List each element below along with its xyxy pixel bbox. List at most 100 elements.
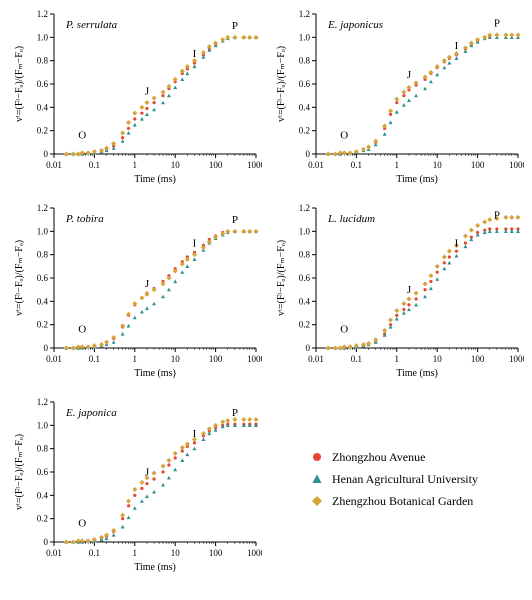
svg-text:10: 10: [433, 160, 443, 170]
svg-text:0.2: 0.2: [299, 126, 310, 136]
svg-text:0.8: 0.8: [299, 250, 311, 260]
svg-text:P: P: [232, 407, 238, 419]
svg-text:1.2: 1.2: [37, 203, 48, 213]
svg-text:0.6: 0.6: [37, 467, 49, 477]
svg-text:0.8: 0.8: [37, 250, 49, 260]
series-0: [65, 230, 258, 350]
svg-text:0.01: 0.01: [308, 160, 324, 170]
svg-text:1000: 1000: [247, 160, 262, 170]
svg-text:1.0: 1.0: [37, 226, 49, 236]
svg-text:0.4: 0.4: [37, 490, 49, 500]
svg-text:0.1: 0.1: [89, 354, 100, 364]
svg-text:1000: 1000: [509, 354, 524, 364]
series-1: [64, 423, 258, 543]
svg-text:vᵗ=(Fᵗ−Fₒ)/(Fₘ−Fₒ): vᵗ=(Fᵗ−Fₒ)/(Fₘ−Fₒ): [276, 240, 287, 316]
series-2: [64, 35, 259, 157]
legend-item: Zhongzhou Avenue: [310, 446, 478, 468]
svg-text:1000: 1000: [247, 354, 262, 364]
svg-text:0.1: 0.1: [351, 354, 362, 364]
svg-text:1000: 1000: [247, 548, 262, 558]
svg-text:1.2: 1.2: [299, 203, 310, 213]
panel-title: E. japonicus: [327, 19, 383, 31]
svg-text:0.4: 0.4: [37, 102, 49, 112]
svg-text:10: 10: [433, 354, 443, 364]
legend-label: Henan Agricultural University: [332, 472, 478, 487]
svg-text:I: I: [193, 237, 197, 249]
series-0: [65, 423, 258, 544]
series-2: [64, 417, 259, 545]
legend-swatch: [310, 494, 324, 508]
svg-text:P: P: [494, 18, 500, 30]
legend-swatch: [310, 450, 324, 464]
svg-text:0.2: 0.2: [37, 514, 48, 524]
svg-text:1.2: 1.2: [299, 9, 310, 19]
svg-text:10: 10: [171, 548, 181, 558]
svg-text:J: J: [145, 466, 150, 478]
svg-text:1: 1: [133, 160, 138, 170]
series-1: [64, 229, 258, 349]
svg-text:1.0: 1.0: [299, 32, 311, 42]
svg-text:Time (ms): Time (ms): [396, 368, 438, 379]
svg-text:1: 1: [133, 354, 138, 364]
svg-text:J: J: [145, 278, 150, 290]
svg-text:1.2: 1.2: [37, 9, 48, 19]
chart-panel: 00.20.40.60.81.01.20.010.11101001000vᵗ=(…: [10, 394, 262, 574]
svg-text:0.4: 0.4: [299, 296, 311, 306]
svg-text:1.0: 1.0: [37, 32, 49, 42]
svg-text:0: 0: [44, 537, 49, 547]
svg-text:0.8: 0.8: [299, 56, 311, 66]
svg-text:I: I: [455, 237, 459, 249]
figure-grid: 00.20.40.60.81.01.20.010.11101001000vᵗ=(…: [0, 0, 532, 600]
svg-text:J: J: [407, 69, 412, 81]
svg-text:1.0: 1.0: [37, 420, 49, 430]
panel-title: P. serrulata: [65, 19, 118, 31]
series-1: [326, 229, 520, 349]
svg-text:0.6: 0.6: [299, 79, 311, 89]
svg-text:J: J: [407, 284, 412, 296]
svg-text:1: 1: [395, 160, 400, 170]
legend: Zhongzhou Avenue Henan Agricultural Unive…: [310, 446, 478, 512]
svg-text:1.2: 1.2: [37, 397, 48, 407]
svg-text:I: I: [193, 48, 197, 60]
svg-text:0: 0: [306, 149, 311, 159]
svg-text:100: 100: [209, 354, 223, 364]
svg-text:Time (ms): Time (ms): [134, 368, 176, 379]
svg-text:P: P: [494, 209, 500, 221]
svg-text:0.01: 0.01: [308, 354, 324, 364]
svg-text:100: 100: [471, 160, 485, 170]
svg-text:P: P: [232, 214, 238, 226]
chart-panel: 00.20.40.60.81.01.20.010.11101001000vᵗ=(…: [10, 6, 262, 186]
svg-text:J: J: [145, 85, 150, 97]
svg-text:O: O: [78, 518, 86, 530]
chart-panel: 00.20.40.60.81.01.20.010.11101001000vᵗ=(…: [10, 200, 262, 380]
svg-text:Time (ms): Time (ms): [396, 174, 438, 185]
svg-text:1: 1: [133, 548, 138, 558]
svg-text:Time (ms): Time (ms): [134, 174, 176, 185]
svg-text:0: 0: [306, 343, 311, 353]
svg-text:0.6: 0.6: [37, 79, 49, 89]
legend-item: Henan Agricultural University: [310, 468, 478, 490]
svg-text:0.4: 0.4: [37, 296, 49, 306]
svg-text:0.2: 0.2: [299, 320, 310, 330]
svg-text:O: O: [78, 130, 86, 142]
svg-text:100: 100: [209, 160, 223, 170]
series-0: [327, 227, 520, 349]
svg-text:0.4: 0.4: [299, 102, 311, 112]
svg-text:1000: 1000: [509, 160, 524, 170]
svg-text:vᵗ=(Fᵗ−Fₒ)/(Fₘ−Fₒ): vᵗ=(Fᵗ−Fₒ)/(Fₘ−Fₒ): [14, 240, 25, 316]
panel-title: E. japonica: [65, 407, 117, 419]
svg-text:0.01: 0.01: [46, 354, 62, 364]
svg-text:0.01: 0.01: [46, 160, 62, 170]
legend-swatch: [310, 472, 324, 486]
svg-text:0.2: 0.2: [37, 126, 48, 136]
series-1: [64, 35, 258, 155]
series-2: [64, 229, 259, 351]
svg-text:vᵗ=(Fᵗ−Fₒ)/(Fₘ−Fₒ): vᵗ=(Fᵗ−Fₒ)/(Fₘ−Fₒ): [14, 46, 25, 122]
chart-panel: 00.20.40.60.81.01.20.010.11101001000vᵗ=(…: [272, 6, 524, 186]
svg-text:0.1: 0.1: [89, 548, 100, 558]
svg-text:0: 0: [44, 343, 49, 353]
svg-text:100: 100: [471, 354, 485, 364]
svg-text:0.8: 0.8: [37, 444, 49, 454]
svg-text:0.2: 0.2: [37, 320, 48, 330]
series-0: [65, 36, 258, 156]
